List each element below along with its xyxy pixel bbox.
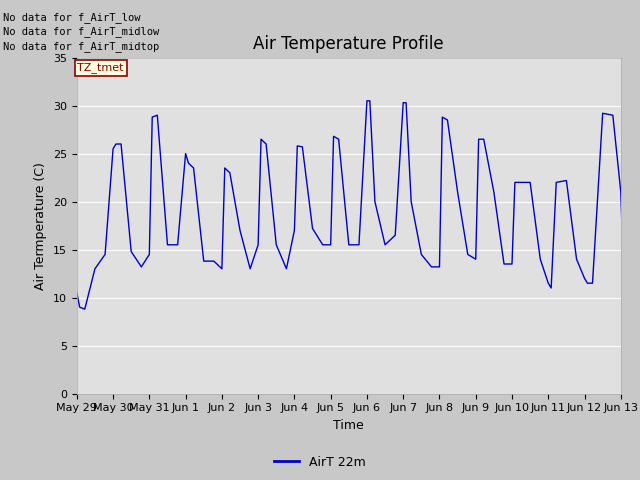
Text: TZ_tmet: TZ_tmet: [77, 62, 124, 73]
Title: Air Temperature Profile: Air Temperature Profile: [253, 35, 444, 53]
Text: No data for f_AirT_midtop: No data for f_AirT_midtop: [3, 41, 159, 52]
Text: No data for f_AirT_midlow: No data for f_AirT_midlow: [3, 26, 159, 37]
X-axis label: Time: Time: [333, 419, 364, 432]
Legend: AirT 22m: AirT 22m: [269, 451, 371, 474]
Text: No data for f_AirT_low: No data for f_AirT_low: [3, 12, 141, 23]
Y-axis label: Air Termperature (C): Air Termperature (C): [35, 162, 47, 289]
